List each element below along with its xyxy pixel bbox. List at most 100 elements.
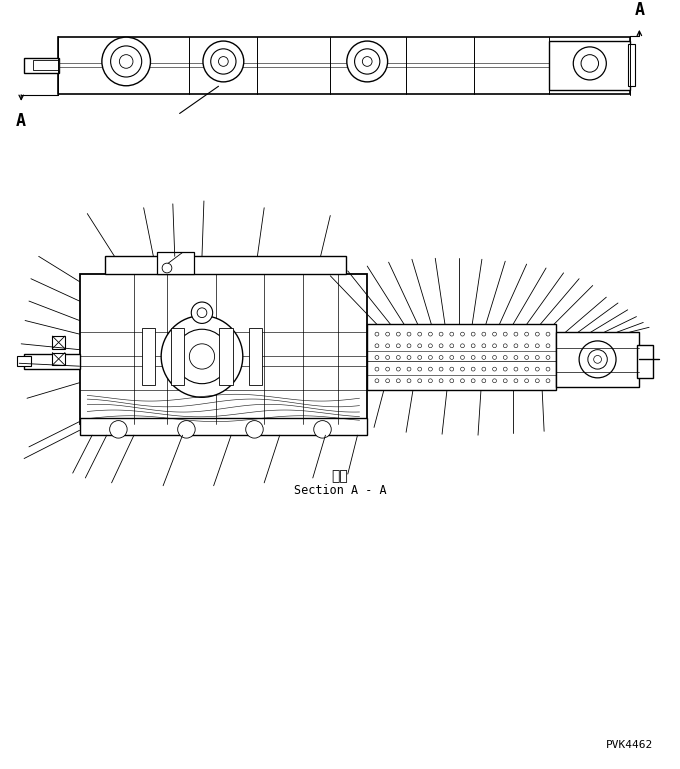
Bar xyxy=(367,325,556,391)
Bar xyxy=(24,354,80,369)
Circle shape xyxy=(120,55,133,68)
Circle shape xyxy=(503,355,507,359)
Circle shape xyxy=(594,355,602,363)
Circle shape xyxy=(418,379,422,383)
Bar xyxy=(556,332,639,387)
Circle shape xyxy=(362,57,372,66)
Circle shape xyxy=(492,332,496,336)
Bar xyxy=(80,274,367,424)
Circle shape xyxy=(482,355,486,359)
Circle shape xyxy=(460,332,464,336)
Circle shape xyxy=(450,367,454,371)
Circle shape xyxy=(503,344,507,348)
Circle shape xyxy=(211,49,236,74)
Circle shape xyxy=(418,344,422,348)
Circle shape xyxy=(450,379,454,383)
Circle shape xyxy=(546,367,550,371)
Circle shape xyxy=(492,355,496,359)
Circle shape xyxy=(503,332,507,336)
Bar xyxy=(171,328,184,384)
Circle shape xyxy=(439,379,443,383)
Bar xyxy=(105,256,346,274)
Bar xyxy=(24,58,59,73)
Circle shape xyxy=(407,367,411,371)
Bar xyxy=(58,37,630,94)
Bar xyxy=(52,352,65,365)
Circle shape xyxy=(439,332,443,336)
Circle shape xyxy=(245,421,263,438)
Circle shape xyxy=(175,329,229,384)
Circle shape xyxy=(525,367,528,371)
Circle shape xyxy=(407,379,411,383)
Bar xyxy=(249,328,262,384)
Bar xyxy=(33,61,59,70)
Circle shape xyxy=(177,421,195,438)
Circle shape xyxy=(546,355,550,359)
Circle shape xyxy=(386,355,390,359)
Circle shape xyxy=(428,367,432,371)
Bar xyxy=(157,252,194,274)
Circle shape xyxy=(162,263,172,273)
Circle shape xyxy=(450,355,454,359)
Circle shape xyxy=(313,421,331,438)
Circle shape xyxy=(386,344,390,348)
Circle shape xyxy=(514,379,518,383)
Circle shape xyxy=(460,367,464,371)
Circle shape xyxy=(471,332,475,336)
Circle shape xyxy=(581,55,598,72)
Circle shape xyxy=(189,344,215,369)
Circle shape xyxy=(525,379,528,383)
Circle shape xyxy=(471,344,475,348)
Circle shape xyxy=(386,379,390,383)
Circle shape xyxy=(396,379,401,383)
Circle shape xyxy=(450,344,454,348)
Circle shape xyxy=(471,367,475,371)
Circle shape xyxy=(439,355,443,359)
Circle shape xyxy=(482,332,486,336)
Circle shape xyxy=(573,47,607,80)
Circle shape xyxy=(546,332,550,336)
Circle shape xyxy=(514,355,518,359)
Circle shape xyxy=(396,367,401,371)
Circle shape xyxy=(492,344,496,348)
Circle shape xyxy=(428,379,432,383)
Circle shape xyxy=(396,355,401,359)
Bar xyxy=(637,345,653,378)
Circle shape xyxy=(375,355,379,359)
Circle shape xyxy=(503,379,507,383)
Circle shape xyxy=(535,332,539,336)
Circle shape xyxy=(161,315,243,398)
Circle shape xyxy=(439,344,443,348)
Circle shape xyxy=(503,367,507,371)
Circle shape xyxy=(354,49,380,74)
Circle shape xyxy=(460,355,464,359)
Circle shape xyxy=(407,344,411,348)
Circle shape xyxy=(525,355,528,359)
Text: 断面: 断面 xyxy=(332,469,348,483)
Circle shape xyxy=(579,341,616,378)
Bar xyxy=(549,41,630,90)
Circle shape xyxy=(191,302,213,324)
Circle shape xyxy=(347,41,388,82)
Circle shape xyxy=(482,367,486,371)
Bar xyxy=(52,336,65,348)
Circle shape xyxy=(111,46,141,77)
Circle shape xyxy=(546,379,550,383)
Circle shape xyxy=(450,332,454,336)
Circle shape xyxy=(482,379,486,383)
Circle shape xyxy=(514,332,518,336)
Circle shape xyxy=(203,41,243,82)
Circle shape xyxy=(407,332,411,336)
Circle shape xyxy=(102,37,150,86)
Circle shape xyxy=(375,332,379,336)
Circle shape xyxy=(218,57,228,66)
Circle shape xyxy=(407,355,411,359)
Circle shape xyxy=(460,344,464,348)
Circle shape xyxy=(428,332,432,336)
Circle shape xyxy=(375,367,379,371)
Bar xyxy=(80,418,367,435)
Circle shape xyxy=(460,379,464,383)
Text: Section A - A: Section A - A xyxy=(294,484,386,497)
Circle shape xyxy=(514,367,518,371)
Circle shape xyxy=(492,379,496,383)
